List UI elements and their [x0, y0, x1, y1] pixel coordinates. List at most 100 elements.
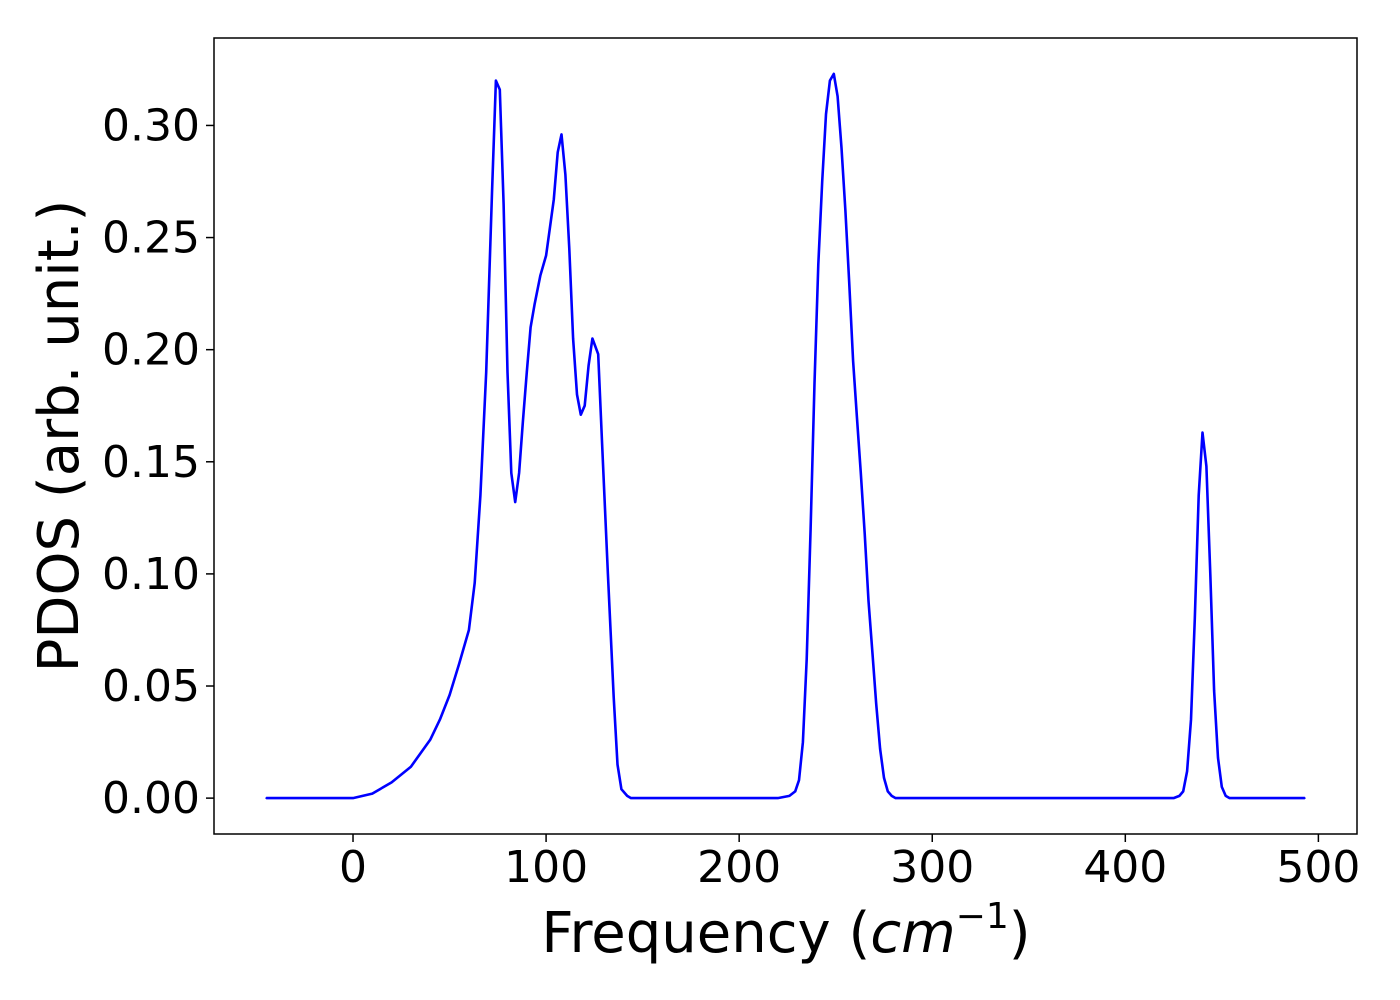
pdos-data-point [970, 797, 972, 799]
pdos-data-point [840, 147, 843, 149]
y-axis-ticks: 0.00 0.05 0.10 0.15 0.20 0.25 0.30 [102, 100, 214, 824]
pdos-data-point [890, 795, 893, 797]
pdos-data-point [371, 792, 374, 795]
pdos-data-point [1224, 795, 1227, 797]
pdos-data-point [852, 360, 854, 362]
y-tick-label: 0.05 [102, 661, 200, 712]
pdos-data-point [553, 198, 555, 201]
pdos-data-point [468, 629, 470, 631]
pdos-data-point [871, 651, 874, 654]
pdos-data-point [647, 797, 650, 799]
pdos-series-line [266, 72, 1305, 800]
pdos-data-point [560, 133, 563, 136]
pdos-data-point [473, 582, 476, 584]
pdos-data-point [809, 528, 812, 530]
pdos-data-point [591, 337, 594, 340]
pdos-data-point [1221, 786, 1223, 788]
pdos-data-point [680, 797, 682, 799]
series-layer [265, 72, 1306, 800]
y-tick-label: 0.15 [102, 437, 200, 488]
pdos-data-point [914, 797, 916, 799]
pdos-data-point [1178, 795, 1181, 797]
y-tick-label: 0.10 [102, 549, 200, 600]
x-tick-label: 300 [890, 842, 974, 893]
x-axis-unit-base: cm [870, 901, 955, 966]
y-tick-label: 0.25 [102, 213, 200, 264]
pdos-data-point [1186, 770, 1188, 772]
pdos-data-point [587, 364, 590, 367]
x-axis-ticks: 0 100 200 300 400 500 [339, 834, 1360, 893]
pdos-data-point [429, 739, 432, 741]
pdos-data-point [867, 600, 870, 602]
pdos-data-point [568, 248, 571, 250]
pdos-data-point [630, 797, 632, 799]
pdos-data-point [798, 779, 800, 781]
pdos-data-point [390, 781, 393, 784]
pdos-data-point [906, 797, 908, 799]
pdos-data-point [836, 95, 839, 98]
y-tick-label: 0.30 [102, 100, 200, 151]
pdos-data-point [495, 79, 497, 82]
pdos-data-point [545, 254, 547, 257]
x-axis-label: Frequency (cm−1) [541, 896, 1030, 966]
pdos-data-point [634, 797, 636, 799]
pdos-data-point [1124, 797, 1127, 799]
pdos-data-point [522, 420, 524, 423]
pdos-data-point [616, 763, 619, 766]
pdos-data-point [1236, 797, 1239, 799]
x-tick-label: 0 [339, 842, 367, 893]
pdos-data-point [580, 413, 582, 416]
pdos-data-point [860, 472, 862, 474]
y-tick-label: 0.20 [102, 325, 200, 376]
pdos-data-point [620, 788, 623, 790]
pdos-data-point [499, 88, 501, 91]
pdos-data-point [863, 532, 866, 535]
pdos-data-point [506, 371, 509, 373]
pdos-data-point [510, 472, 513, 474]
pdos-data-point [1182, 790, 1184, 793]
pdos-data-point [612, 696, 615, 698]
pdos-data-point [448, 694, 451, 696]
pdos-data-point [879, 748, 881, 750]
pdos-data-point [529, 326, 532, 329]
pdos-data-point [439, 718, 441, 721]
pdos-data-point [626, 795, 628, 797]
pdos-data-point [526, 371, 528, 373]
pdos-data-point [923, 797, 926, 799]
pdos-data-point [1194, 617, 1196, 620]
pdos-data-point [1232, 797, 1235, 799]
pdos-data-point [1228, 797, 1231, 799]
pdos-data-point [1201, 431, 1204, 434]
pdos-data-point [556, 151, 559, 154]
pdos-data-point [352, 797, 354, 799]
pdos-data-point [875, 703, 877, 705]
y-axis-label: PDOS (arb. unit.) [27, 200, 92, 673]
pdos-data-point [825, 113, 827, 115]
pdos-data-point [794, 790, 796, 793]
pdos-data-point [601, 443, 603, 445]
pdos-data-point [802, 741, 804, 743]
pdos-data-point [1213, 689, 1215, 692]
x-tick-label: 400 [1083, 842, 1167, 893]
pdos-data-point [458, 662, 461, 665]
pdos-data-point [1246, 797, 1248, 799]
pdos-data-point [1172, 797, 1175, 799]
pdos-data-point [887, 790, 889, 793]
pdos-data-point [917, 797, 920, 799]
plot-area-frame [213, 37, 1358, 835]
pdos-data-point [514, 501, 516, 503]
pdos-data-point [844, 209, 847, 212]
pdos-data-point [576, 393, 578, 396]
pdos-data-point [1209, 573, 1212, 575]
pdos-data-point [1240, 797, 1242, 799]
pdos-data-point [910, 797, 912, 799]
pdos-data-point [597, 353, 599, 356]
pdos-data-point [661, 797, 663, 799]
pdos-data-point [777, 797, 779, 799]
pdos-data-point [898, 797, 901, 799]
pdos-data-point [883, 777, 885, 779]
pdos-data-point [539, 274, 542, 277]
pdos-data-point [738, 797, 740, 799]
pdos-data-point [1205, 465, 1208, 468]
